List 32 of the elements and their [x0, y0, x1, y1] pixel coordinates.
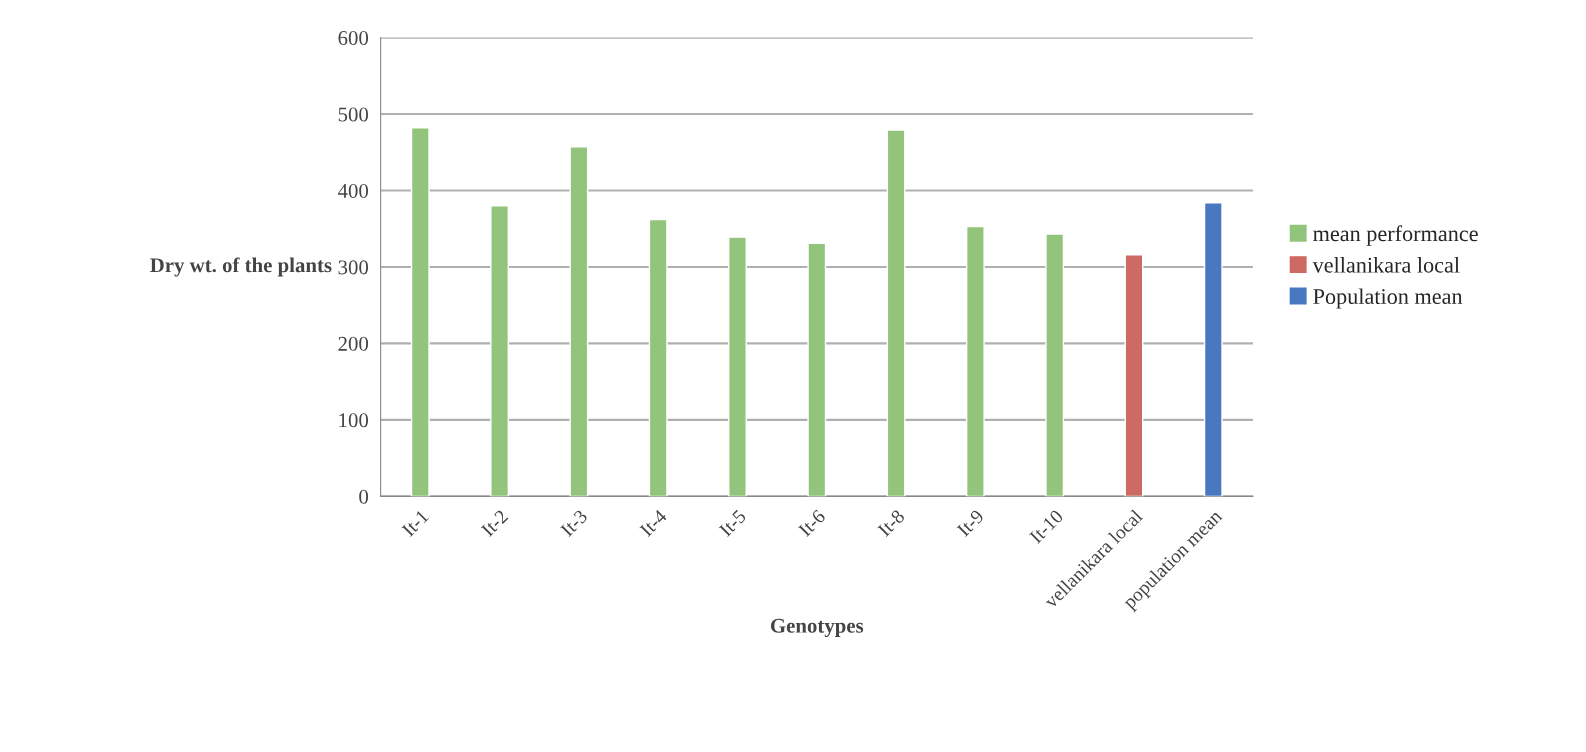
bar: [728, 236, 747, 497]
x-tick-label: It-3: [559, 509, 589, 538]
y-tick-label: 200: [338, 336, 369, 351]
bar: [569, 146, 589, 497]
x-tick-label: It-1: [401, 509, 430, 538]
x-tick-label: It-4: [639, 508, 668, 538]
bar: [965, 225, 985, 497]
x-tick-label: It-5: [718, 509, 747, 538]
x-axis-title: Genotypes: [770, 618, 864, 638]
y-tick-label: 600: [338, 30, 369, 46]
y-tick-label: 100: [339, 413, 369, 428]
legend-label: vellanikara local: [1312, 257, 1460, 273]
bar: [648, 218, 668, 497]
bar: [490, 205, 510, 497]
x-tick-label: It-8: [877, 509, 906, 538]
y-tick-label: 0: [359, 489, 369, 504]
legend-label: mean performance: [1313, 225, 1478, 246]
legend-label: Population mean: [1313, 288, 1463, 309]
y-tick-label: 400: [337, 183, 369, 198]
bar: [1045, 233, 1065, 497]
y-tick-label: 500: [338, 107, 369, 122]
bar: [1203, 202, 1223, 497]
bar: [886, 129, 906, 497]
bar: [410, 127, 430, 497]
x-tick-label: It-9: [956, 509, 985, 538]
x-tick-label: It-6: [797, 508, 827, 538]
x-tick-label: It-2: [480, 509, 509, 538]
bar: [807, 242, 827, 497]
y-tick-label: 300: [338, 260, 369, 275]
x-tick-label: It-10: [1028, 509, 1064, 545]
bar: [1124, 254, 1144, 497]
y-axis-title: Dry wt. of the plants: [150, 257, 332, 277]
